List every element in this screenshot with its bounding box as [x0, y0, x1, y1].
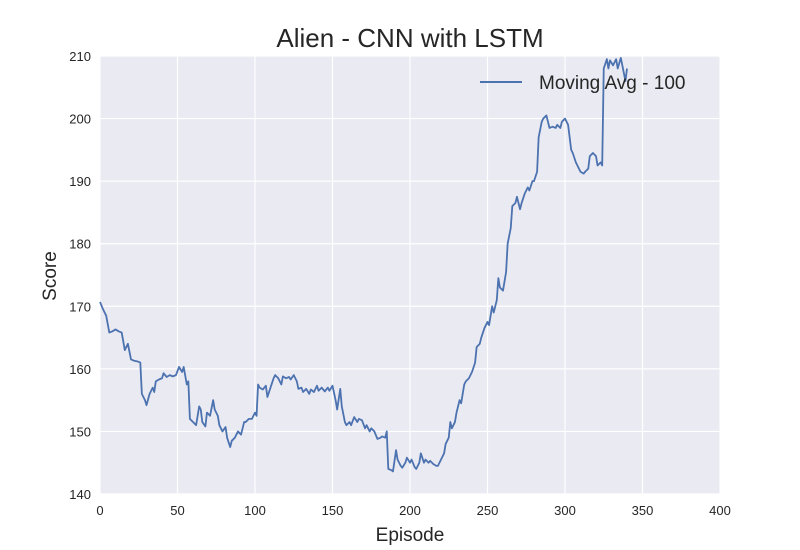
y-tick-label: 210 [69, 49, 91, 64]
y-tick-label: 150 [69, 424, 91, 439]
x-tick-label: 200 [399, 503, 421, 518]
x-tick-label: 0 [96, 503, 103, 518]
chart-title: Alien - CNN with LSTM [276, 23, 543, 53]
legend: Moving Avg - 100 [480, 73, 685, 94]
y-tick-label: 140 [69, 487, 91, 502]
x-tick-label: 350 [632, 503, 654, 518]
x-tick-label: 250 [477, 503, 499, 518]
y-tick-label: 160 [69, 362, 91, 377]
y-axis-label: Score [40, 251, 61, 301]
y-tick-label: 180 [69, 237, 91, 252]
tick-labels: 0 50 100 150 200 250 300 350 400 140 150 160 170 180 1… [69, 49, 731, 518]
y-tick-label: 190 [69, 174, 91, 189]
x-tick-label: 100 [244, 503, 266, 518]
x-tick-label: 400 [709, 503, 731, 518]
series-layer [99, 56, 628, 473]
grid [99, 55, 721, 495]
x-tick-label: 150 [322, 503, 344, 518]
legend-label: Moving Avg - 100 [539, 73, 685, 94]
x-tick-label: 50 [170, 503, 184, 518]
x-axis-label: Episode [376, 525, 445, 546]
y-tick-label: 200 [69, 112, 91, 127]
series-line-0 [99, 56, 628, 473]
y-tick-label: 170 [69, 299, 91, 314]
x-tick-label: 300 [554, 503, 576, 518]
